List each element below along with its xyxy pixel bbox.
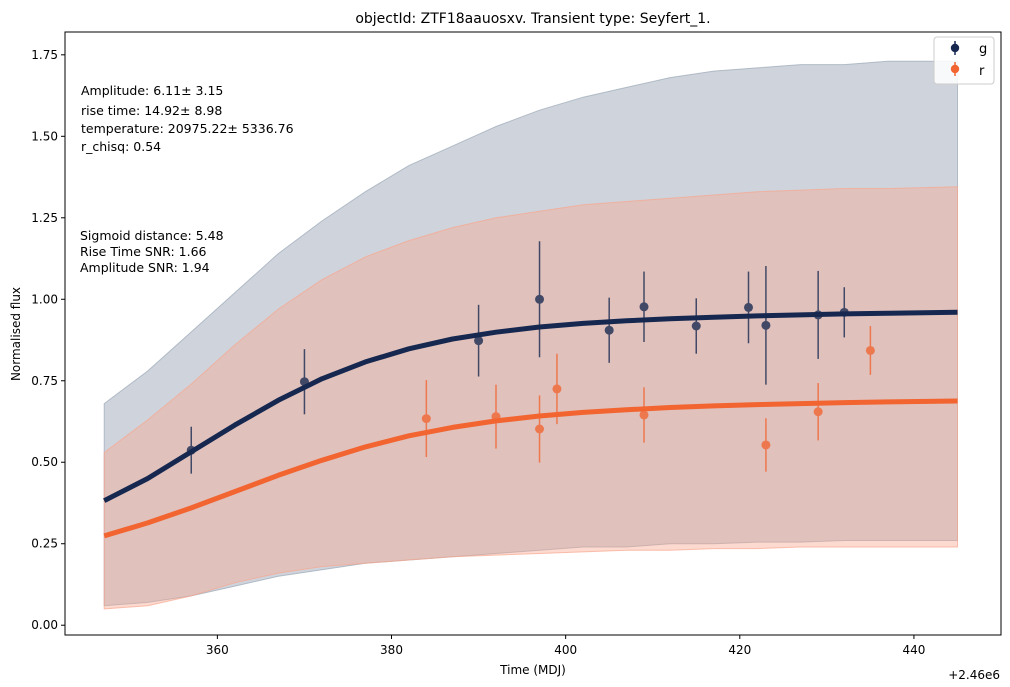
- data-point-r-3: [552, 353, 562, 425]
- y-tick-label: 0.75: [31, 374, 58, 388]
- y-tick-label: 1.00: [31, 292, 58, 306]
- data-point-g-9: [813, 270, 823, 359]
- fit-curve-r: [103, 398, 958, 539]
- fit-curve-g: [103, 309, 958, 503]
- x-tick-label: 400: [554, 643, 577, 657]
- data-point-g-3: [535, 241, 545, 358]
- rise-time-snr-annotation: Rise Time SNR: 1.66: [80, 244, 207, 259]
- marker: [186, 445, 196, 455]
- marker: [691, 321, 701, 331]
- x-offset-label: +2.46e6: [948, 668, 1000, 682]
- marker: [421, 414, 431, 424]
- rchisq-annotation: r_chisq: 0.54: [81, 139, 161, 154]
- legend-marker-g: [950, 41, 960, 55]
- marker: [604, 325, 614, 335]
- marker: [839, 307, 849, 317]
- marker: [813, 407, 823, 417]
- data-point-r-1: [491, 384, 501, 449]
- y-tick-label: 1.75: [31, 48, 58, 62]
- y-axis-ticks: 0.00 0.25 0.50 0.75 1.00 1.25 1.50 1.75: [31, 48, 65, 632]
- data-point-g-1: [299, 349, 309, 415]
- data-point-g-6: [691, 298, 701, 354]
- fit-annotation: Amplitude: 6.11± 3.15 rise time: 14.92± …: [81, 83, 294, 154]
- chart-title: objectId: ZTF18aauosxv. Transient type: …: [355, 11, 710, 27]
- marker: [813, 310, 823, 320]
- x-tick-label: 380: [380, 643, 403, 657]
- y-axis-label: Normalised flux: [9, 287, 23, 381]
- marker: [639, 410, 649, 420]
- legend-box: [933, 36, 995, 85]
- band-r: [103, 186, 958, 610]
- data-point-r-4: [639, 387, 649, 443]
- marker: [299, 377, 309, 387]
- data-point-g-2: [474, 304, 484, 377]
- marker: [491, 412, 501, 422]
- stats-annotation: Sigmoid distance: 5.48 Rise Time SNR: 1.…: [80, 228, 224, 275]
- x-tick-label: 360: [206, 643, 229, 657]
- data-point-r-5: [761, 418, 771, 472]
- y-tick-label: 1.50: [31, 129, 58, 143]
- y-tick-label: 0.00: [31, 618, 58, 632]
- marker: [865, 345, 875, 355]
- fit-curves: [103, 309, 958, 539]
- y-tick-label: 0.25: [31, 537, 58, 551]
- data-point-g-4: [604, 297, 614, 363]
- data-point-g-10: [839, 287, 849, 338]
- amplitude-snr-annotation: Amplitude SNR: 1.94: [80, 260, 210, 275]
- marker: [474, 336, 484, 346]
- marker: [552, 384, 562, 394]
- data-point-g-7: [743, 271, 753, 344]
- plot-frame: [64, 31, 1002, 636]
- sigmoid-distance-annotation: Sigmoid distance: 5.48: [80, 228, 224, 243]
- y-tick-label: 0.50: [31, 455, 58, 469]
- data-point-r-6: [813, 383, 823, 441]
- data-point-g-0: [186, 426, 196, 474]
- rise-time-annotation: rise time: 14.92± 8.98: [81, 103, 222, 118]
- data-points: [186, 241, 875, 474]
- x-tick-label: 440: [902, 643, 925, 657]
- marker: [743, 302, 753, 312]
- legend-label-g: g: [979, 42, 987, 57]
- legend: g r: [933, 36, 995, 85]
- temperature-annotation: temperature: 20975.22± 5336.76: [81, 121, 294, 136]
- legend-label-r: r: [979, 64, 985, 79]
- x-axis-ticks: 360 380 400 420 440: [206, 635, 925, 657]
- marker: [535, 294, 545, 304]
- x-axis-label: Time (MDJ): [499, 663, 566, 677]
- amplitude-annotation: Amplitude: 6.11± 3.15: [81, 83, 223, 98]
- uncertainty-bands: [103, 60, 958, 610]
- marker: [761, 440, 771, 450]
- data-point-g-8: [761, 266, 771, 385]
- marker: [535, 424, 545, 434]
- data-point-r-0: [421, 380, 431, 458]
- x-tick-label: 420: [728, 643, 751, 657]
- data-point-g-5: [639, 271, 649, 342]
- legend-marker-r: [950, 62, 960, 76]
- data-point-r-7: [865, 326, 875, 375]
- y-tick-label: 1.25: [31, 211, 58, 225]
- marker: [761, 320, 771, 330]
- marker: [639, 302, 649, 312]
- data-point-r-2: [535, 395, 545, 463]
